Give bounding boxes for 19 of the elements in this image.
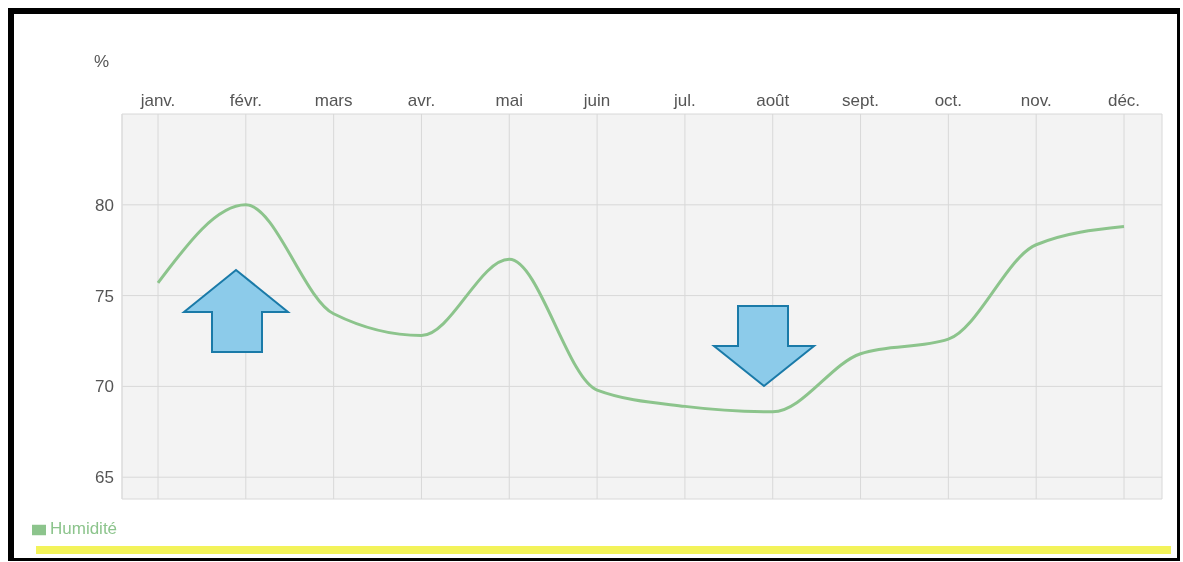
- legend-label: Humidité: [50, 519, 118, 538]
- x-tick-label: févr.: [229, 91, 262, 110]
- x-tick-label: janv.: [139, 91, 176, 110]
- x-tick-label: jul.: [673, 91, 696, 110]
- y-tick-label: 65: [95, 468, 114, 488]
- y-tick-label: 80: [95, 195, 114, 215]
- y-tick-label: 75: [95, 286, 114, 306]
- line-series: [156, 203, 1126, 414]
- x-tick-label: avr.: [407, 91, 436, 110]
- y-tick-label: 70: [95, 377, 114, 397]
- x-tick-label: mai: [495, 91, 523, 110]
- x-tick-label: déc.: [1107, 91, 1141, 110]
- x-tick-label: juin: [582, 91, 611, 110]
- x-tick-label: sept.: [842, 91, 879, 110]
- y-axis-title: %: [94, 52, 110, 72]
- x-tick-label: oct.: [934, 91, 963, 110]
- x-tick-label: mars: [314, 91, 353, 110]
- x-tick-label: août: [756, 91, 790, 110]
- x-tick-label: nov.: [1020, 91, 1052, 110]
